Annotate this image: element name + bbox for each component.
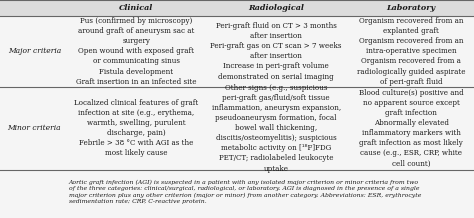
Bar [0, 0, 474, 170]
Text: Laboratory: Laboratory [387, 4, 436, 12]
Text: Minor criteria: Minor criteria [8, 124, 61, 132]
Text: Blood culture(s) positive and
no apparent source except
graft infection
Abnormal: Blood culture(s) positive and no apparen… [359, 89, 464, 168]
Text: Peri-graft fluid on CT > 3 months
after insertion
Peri-graft gas on CT scan > 7 : Peri-graft fluid on CT > 3 months after … [210, 22, 342, 81]
Bar [0, 170, 474, 218]
Text: Radiological: Radiological [248, 4, 304, 12]
Text: Localized clinical features of graft
infection at site (e.g., erythema,
warmth, : Localized clinical features of graft inf… [74, 99, 199, 157]
Text: Other signs (e.g., suspicious
peri-graft gas/fluid/soft tissue
inflammation, ane: Other signs (e.g., suspicious peri-graft… [211, 84, 341, 173]
Text: Pus (confirmed by microscopy)
around graft of aneurysm sac at
surgery
Open wound: Pus (confirmed by microscopy) around gra… [76, 17, 197, 86]
Text: Major criteria: Major criteria [8, 47, 61, 55]
Text: Clinical: Clinical [119, 4, 154, 12]
Text: Aortic graft infection (AGI) is suspected in a patient with any isolated major c: Aortic graft infection (AGI) is suspecte… [69, 179, 421, 204]
Bar [0, 0, 474, 16]
Text: Organism recovered from an
explanted graft
Organism recovered from an
intra-oper: Organism recovered from an explanted gra… [357, 17, 465, 86]
